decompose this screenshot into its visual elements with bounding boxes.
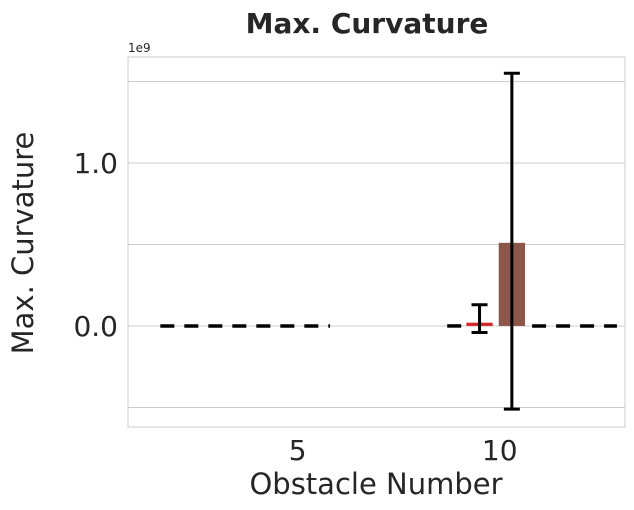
x-axis-label: Obstacle Number: [249, 467, 502, 501]
plot-area: [127, 56, 626, 428]
y-tick-label: 0.0: [73, 310, 118, 343]
x-tick-labels: 5 10: [289, 434, 518, 467]
y-gridlines: [128, 80, 625, 408]
y-axis-label: Max. Curvature: [6, 132, 40, 355]
chart-title: Max. Curvature: [246, 7, 489, 40]
y-tick-label: 1.0: [73, 147, 118, 180]
data-marks: [160, 71, 617, 411]
x-tick-label: 5: [289, 434, 307, 467]
y-tick-labels: 0.0 1.0: [73, 147, 118, 343]
x-tick-label: 10: [482, 434, 518, 467]
plot-frame: [127, 56, 626, 428]
y-offset-label: 1e9: [128, 41, 151, 55]
